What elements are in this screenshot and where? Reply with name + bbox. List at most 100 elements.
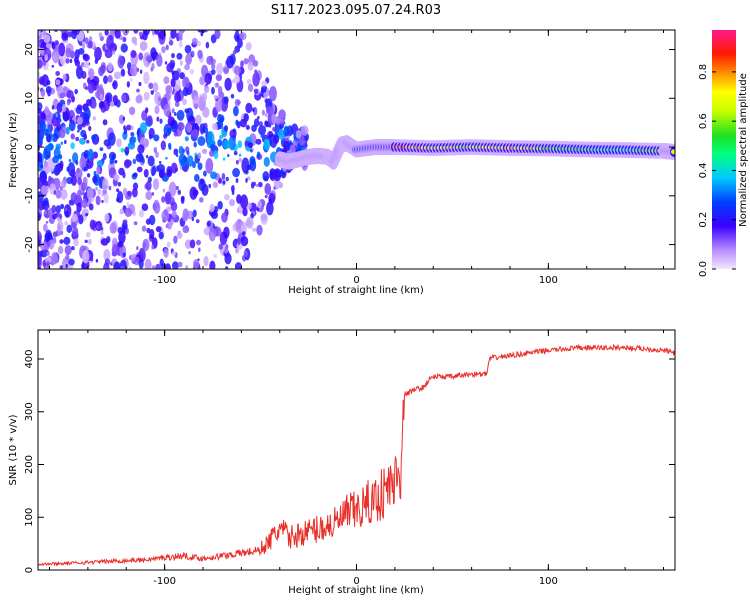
spectrogram-blob <box>264 183 272 195</box>
spectrogram-blob <box>66 99 71 106</box>
spectrogram-blob <box>142 30 148 41</box>
spectrogram-blob <box>101 193 105 197</box>
spectrogram-blob <box>205 41 210 49</box>
spectrogram-blob <box>197 152 202 160</box>
spectrogram-blob <box>92 151 99 159</box>
spectrogram-blob <box>45 256 52 264</box>
spectrogram-blob <box>179 40 183 48</box>
spectrogram-blob <box>211 123 219 131</box>
spectrogram-blob <box>199 197 204 203</box>
spectrogram-blob <box>104 30 109 36</box>
spectrogram-blob <box>101 199 104 203</box>
spectrogram-blob <box>56 220 64 232</box>
spectrogram-blob <box>85 86 88 91</box>
spectrogram-blob <box>55 143 62 150</box>
spectrogram-blob <box>210 211 219 220</box>
spectrogram-blob <box>247 83 254 92</box>
spectrogram-blob <box>255 138 262 145</box>
spectrogram-blob <box>174 101 180 107</box>
spectrogram-blob <box>120 30 127 33</box>
spectrogram-blob <box>60 188 68 200</box>
spectrogram-blob <box>161 209 170 222</box>
spectrogram-blob <box>201 148 208 155</box>
spectrogram-blob <box>87 40 93 49</box>
spectrogram-blob <box>263 91 269 98</box>
spectrogram-blob <box>68 119 76 132</box>
spectrogram-blob <box>70 169 76 178</box>
y-tick-label: 300 <box>24 402 35 421</box>
spectrogram-blob <box>111 251 117 257</box>
spectrogram-blob <box>246 176 251 181</box>
spectrogram-blob <box>136 166 143 173</box>
spectrogram-blob <box>196 239 201 246</box>
spectrogram-blob <box>39 120 46 133</box>
spectrogram-blob <box>241 157 250 174</box>
spectrogram-blob <box>103 248 111 261</box>
spectrogram-blob <box>224 77 232 91</box>
spectrogram-blob <box>85 98 92 107</box>
spectrogram-blob <box>45 86 52 94</box>
snr-ylabel: SNR (10 * v/v) <box>8 414 19 485</box>
spectrogram-blob <box>92 30 94 31</box>
spectrogram-blob <box>51 252 58 265</box>
spectrogram-blob <box>157 96 162 102</box>
spectrogram-blob <box>224 252 232 265</box>
spectrogram-blob <box>248 142 253 149</box>
spectrogram-blob <box>82 182 88 191</box>
spectrogram-blob <box>130 131 135 137</box>
spectrogram-blob <box>155 226 162 233</box>
spectrogram-blob <box>38 235 42 240</box>
spectrogram-blob <box>145 154 149 159</box>
colorbar-tick-label: 0.0 <box>698 261 709 277</box>
spectrogram-blob <box>195 219 200 224</box>
spectrogram-blob <box>38 108 42 115</box>
spectrogram-blob <box>42 262 46 268</box>
spectrogram-blob <box>86 173 91 178</box>
spectrogram-blob <box>116 197 120 203</box>
spectrogram-blob <box>76 202 82 213</box>
spectrogram-blob <box>243 113 249 122</box>
spectrogram-blob <box>55 189 62 199</box>
spectrogram-blob <box>46 232 51 239</box>
spectrogram-blob <box>221 212 228 223</box>
spectrogram-blob <box>136 246 139 251</box>
spectrogram-blob <box>178 36 183 41</box>
spectrogram-blob <box>68 258 75 266</box>
x-tick-label: -100 <box>153 275 176 286</box>
spectrogram-blob <box>109 158 115 165</box>
colorbar: 0.0 0.2 0.4 0.6 0.8 Normalized spectral ampl… <box>698 30 749 277</box>
spectrogram-blob <box>117 240 124 248</box>
spectrogram-blob <box>85 231 91 238</box>
spectrogram-blob <box>225 266 229 269</box>
spectrogram-blob <box>120 147 125 153</box>
spectrogram-blob <box>209 260 216 269</box>
spectrogram-blob <box>230 185 235 193</box>
spectrogram-blob <box>266 201 274 216</box>
spectrogram-blob <box>77 176 82 186</box>
spectrogram-blob <box>232 167 240 178</box>
spectrogram-blob <box>178 145 184 155</box>
spectrogram-blob <box>95 186 98 191</box>
spectrogram-blob <box>124 146 130 156</box>
spectrogram-blob <box>59 265 63 269</box>
spectrogram-blob <box>75 168 83 179</box>
spectrogram-blob <box>55 205 61 214</box>
spectrogram-blob <box>151 191 155 196</box>
spectrogram-blob <box>189 186 198 200</box>
spectrogram-blob <box>65 263 68 268</box>
spectrogram-blob <box>164 191 172 205</box>
spectrogram-blob <box>83 61 90 69</box>
spectrogram-blob <box>271 113 277 124</box>
spectrogram-blob <box>76 189 82 198</box>
spectrogram-blob <box>153 201 161 214</box>
spectrogram-blob <box>234 98 241 107</box>
spectrogram-blob <box>63 236 71 245</box>
spectrogram-blob <box>204 85 210 94</box>
spectrogram-blob <box>191 50 195 56</box>
spectrogram-blob <box>59 30 66 34</box>
spectrogram-blob <box>88 203 94 211</box>
spectrogram-blob <box>64 245 72 256</box>
colorbar-ticks: 0.0 0.2 0.4 0.6 0.8 <box>698 64 736 277</box>
